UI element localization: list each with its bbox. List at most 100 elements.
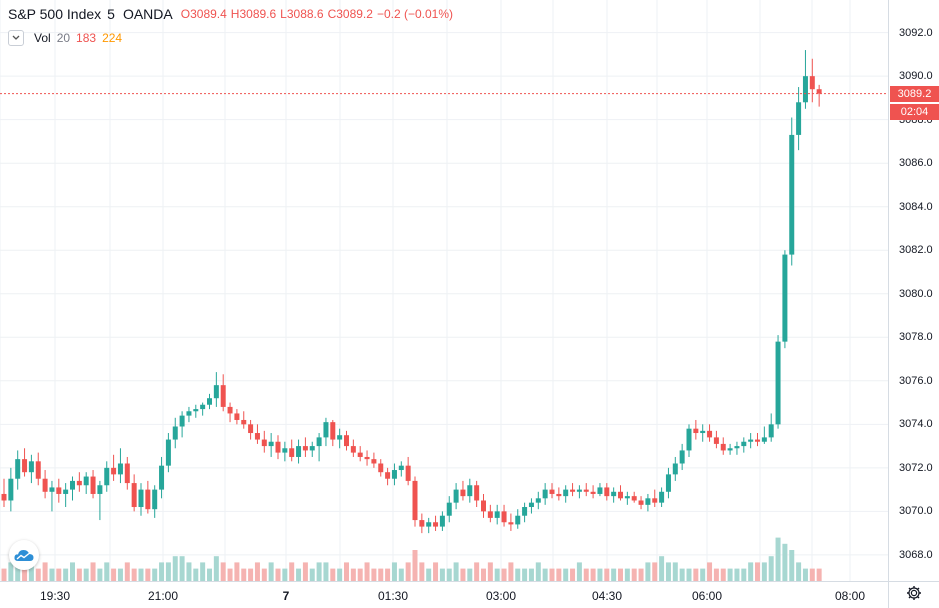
volume-bar xyxy=(193,568,199,581)
volume-bar xyxy=(76,568,82,581)
candle-body xyxy=(124,463,130,484)
volume-bar xyxy=(802,568,808,581)
gear-icon[interactable] xyxy=(906,585,922,606)
candle-body xyxy=(720,443,726,451)
candle-body xyxy=(344,435,349,447)
candle-body xyxy=(611,491,617,497)
candle-body xyxy=(460,489,466,497)
volume-bar xyxy=(535,562,541,581)
candle-body xyxy=(768,424,774,438)
volume-bar xyxy=(261,568,267,581)
candle-body xyxy=(28,461,34,473)
volume-bar xyxy=(22,568,28,581)
candle-body xyxy=(309,446,315,451)
candle-body xyxy=(583,489,589,492)
volume-bar xyxy=(768,556,774,581)
volume-bar xyxy=(330,568,336,581)
volume-bar xyxy=(618,568,623,581)
candle-body xyxy=(679,450,685,464)
volume-bar xyxy=(234,562,240,581)
candle-body xyxy=(645,498,651,505)
candle-body xyxy=(741,441,747,447)
candle-body xyxy=(604,487,610,497)
volume-bar xyxy=(611,568,617,581)
volume-bar xyxy=(508,562,514,581)
volume-bar xyxy=(645,562,651,581)
volume-label[interactable]: Vol xyxy=(34,31,51,45)
volume-bar xyxy=(207,568,212,581)
price-tick-label: 3076.0 xyxy=(899,374,933,387)
volume-bar xyxy=(200,562,206,581)
candle-body xyxy=(809,76,815,90)
candle-body xyxy=(707,430,713,438)
candle-body xyxy=(172,426,178,440)
volume-bar xyxy=(28,562,34,581)
candle-body xyxy=(70,480,75,490)
candle-body xyxy=(337,435,343,440)
chart-settings[interactable] xyxy=(888,581,939,608)
volume-bar xyxy=(528,568,534,581)
price-tick-label: 3086.0 xyxy=(899,157,933,170)
candle-body xyxy=(35,461,41,479)
volume-bar xyxy=(796,562,802,581)
volume-ma-period: 20 xyxy=(56,31,71,45)
chevron-down-icon[interactable] xyxy=(8,30,24,46)
candle-body xyxy=(597,487,603,494)
candle-body xyxy=(15,459,21,479)
volume-bar xyxy=(446,568,452,581)
volume-bar xyxy=(391,562,397,581)
volume-bar xyxy=(549,568,555,581)
volume-bar xyxy=(741,568,747,581)
volume-bar xyxy=(254,562,260,581)
volume-bar xyxy=(104,562,110,581)
volume-bar xyxy=(604,568,610,581)
volume-bar xyxy=(700,568,706,581)
timeframe[interactable]: 5 xyxy=(107,6,115,22)
volume-bar xyxy=(97,568,103,581)
volume-bar xyxy=(453,562,459,581)
time-tick-label: 06:00 xyxy=(691,589,723,603)
candle-body xyxy=(97,485,103,494)
candle-body xyxy=(131,483,137,508)
candlestick-chart[interactable] xyxy=(0,0,888,581)
candle-body xyxy=(782,254,788,342)
volume-bar xyxy=(522,568,528,581)
volume-bar xyxy=(364,562,370,581)
volume-bar xyxy=(583,568,589,581)
time-tick-label: 04:30 xyxy=(591,589,623,603)
price-tick-label: 3082.0 xyxy=(899,244,933,257)
candle-body xyxy=(268,441,274,447)
volume-bar xyxy=(344,562,349,581)
price-tick-label: 3068.0 xyxy=(899,548,933,561)
time-tick-label: 19:30 xyxy=(39,589,71,603)
volume-bar xyxy=(117,568,123,581)
price-axis[interactable]: 3068.0 3070.0 3072.0 3074.0 3076.0 3078.0 3080… xyxy=(888,0,939,581)
time-axis[interactable]: 19:30 21:00 7 01:30 03:00 04:30 06:00 08:00 xyxy=(0,581,888,608)
candle-body xyxy=(481,500,486,512)
price-tick-label: 3072.0 xyxy=(899,461,933,474)
candle-body xyxy=(686,428,692,451)
candle-body xyxy=(234,413,240,420)
candle-body xyxy=(419,520,425,527)
candle-body xyxy=(494,511,500,518)
candle-body xyxy=(1,493,7,501)
volume-bar xyxy=(665,562,671,581)
price-tick-label: 3078.0 xyxy=(899,331,933,344)
candle-body xyxy=(227,406,233,414)
candle-body xyxy=(693,428,699,434)
open-label: O xyxy=(180,7,191,21)
candle-body xyxy=(802,76,808,103)
volume-bar xyxy=(42,562,48,581)
low-value: 3088.6 xyxy=(286,7,324,21)
volume-bar xyxy=(213,556,219,581)
candle-body xyxy=(22,459,28,473)
candle-body xyxy=(165,439,171,466)
tradingview-cloud-icon[interactable] xyxy=(9,540,39,570)
volume-ma-value: 224 xyxy=(102,31,123,45)
volume-bar xyxy=(145,568,151,581)
candle-body xyxy=(254,433,260,440)
volume-bar xyxy=(652,562,658,581)
volume-bar xyxy=(542,568,548,581)
symbol-name[interactable]: S&P 500 Index xyxy=(8,6,102,22)
